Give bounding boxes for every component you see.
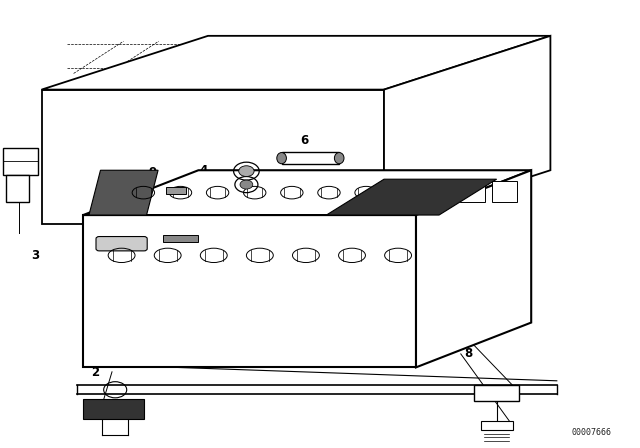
Polygon shape <box>42 90 384 224</box>
Polygon shape <box>3 148 38 175</box>
Polygon shape <box>492 181 517 202</box>
Polygon shape <box>83 399 144 419</box>
Polygon shape <box>6 175 29 202</box>
Text: 4: 4 <box>200 164 208 177</box>
Polygon shape <box>89 170 158 215</box>
Circle shape <box>239 166 254 177</box>
FancyBboxPatch shape <box>96 237 147 251</box>
Text: 5: 5 <box>200 177 208 190</box>
Text: 6: 6 <box>300 134 308 147</box>
Polygon shape <box>384 36 550 224</box>
Polygon shape <box>42 36 550 90</box>
Text: 1: 1 <box>91 241 99 254</box>
Text: 3: 3 <box>31 249 39 262</box>
Polygon shape <box>416 170 531 367</box>
Ellipse shape <box>335 152 344 164</box>
Polygon shape <box>166 187 186 194</box>
Text: 2: 2 <box>91 366 99 379</box>
Polygon shape <box>474 385 519 401</box>
Ellipse shape <box>277 152 287 164</box>
Polygon shape <box>278 164 291 176</box>
Polygon shape <box>275 179 288 189</box>
Polygon shape <box>83 170 531 215</box>
Bar <box>163 235 198 242</box>
Polygon shape <box>428 181 453 202</box>
Polygon shape <box>460 181 485 202</box>
Polygon shape <box>481 421 513 430</box>
Polygon shape <box>83 215 416 367</box>
Polygon shape <box>326 179 497 215</box>
Text: 8: 8 <box>464 347 472 361</box>
Circle shape <box>240 180 253 189</box>
Polygon shape <box>396 181 421 202</box>
Text: 9: 9 <box>148 166 157 179</box>
Polygon shape <box>282 152 339 164</box>
Text: 00007666: 00007666 <box>571 428 611 437</box>
Text: 7: 7 <box>464 325 472 338</box>
